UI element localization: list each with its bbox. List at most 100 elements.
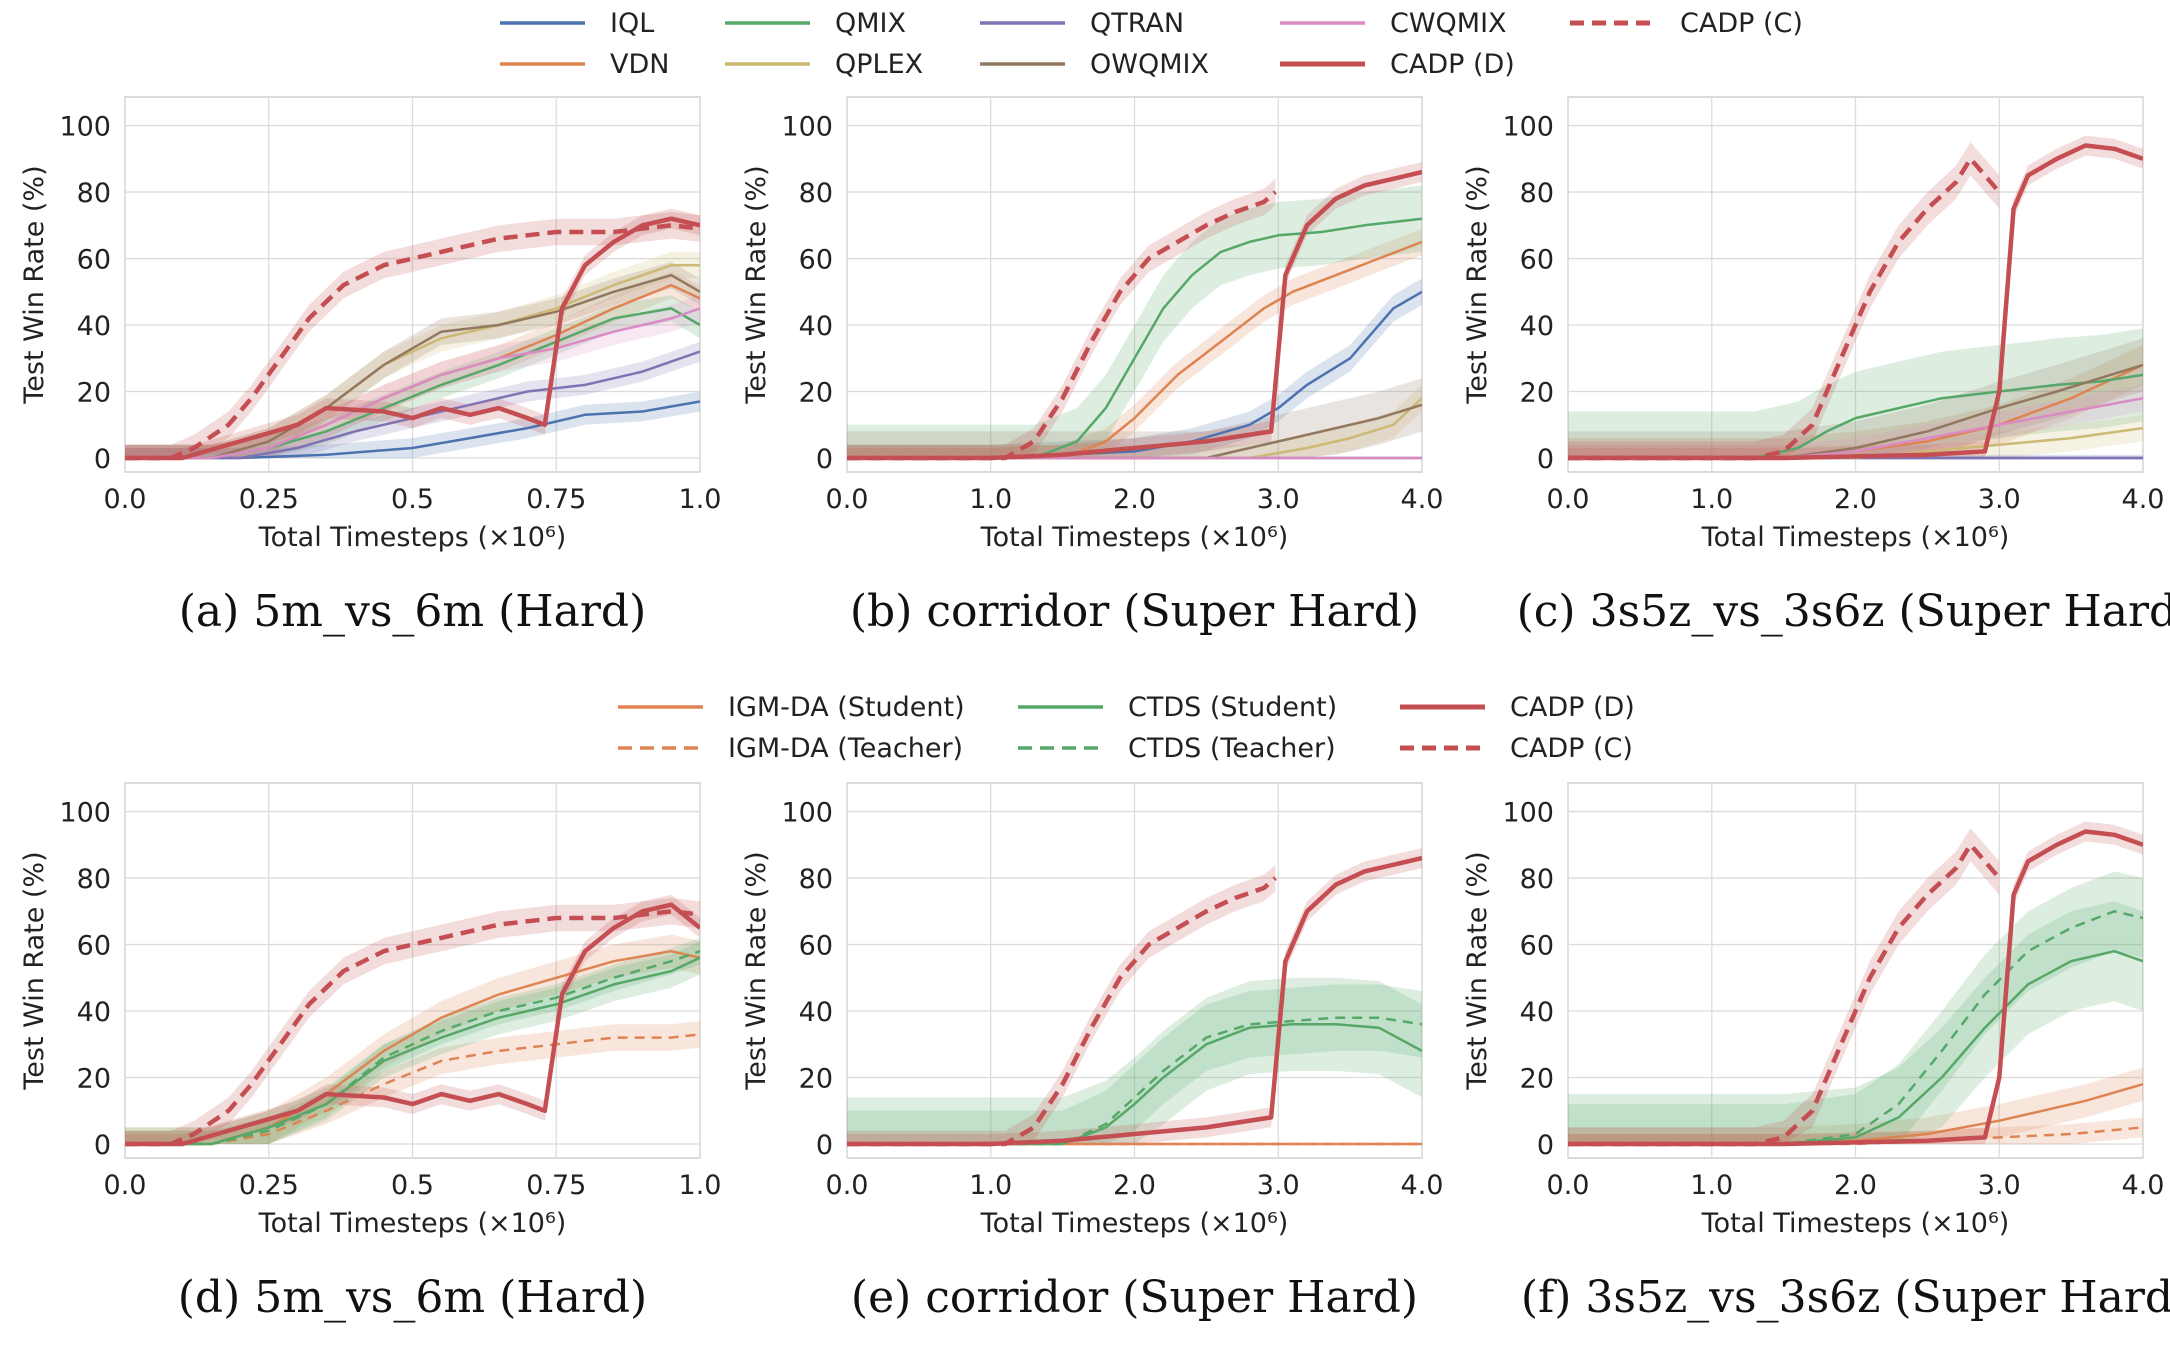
x-tick-label: 3.0: [1978, 484, 2021, 515]
series-layer: [1568, 821, 2143, 1147]
y-tick-label: 0: [94, 1130, 111, 1161]
y-tick-label: 20: [1520, 1064, 1554, 1095]
band-owqmix: [1568, 338, 2143, 458]
y-tick-label: 0: [816, 1130, 833, 1161]
series-line-ctds-teacher: [847, 1016, 1422, 1146]
y-tick-label: 0: [1537, 444, 1554, 475]
x-tick-label: 0.0: [1547, 1170, 1590, 1201]
x-tick-label: 1.0: [679, 1170, 722, 1201]
legend-item-cadp-d: CADP (D): [1280, 49, 1515, 80]
series-layer: [847, 848, 1422, 1147]
chart-panel-5: 0.0 1.0 2.0 3.0 4.0 0 20 40 60 80 100 Total Timeste…: [741, 782, 1443, 1323]
series-line-qtran: [125, 350, 700, 460]
y-tick-label: 40: [799, 311, 833, 342]
y-tick-label: 20: [1520, 378, 1554, 409]
band-owqmix: [847, 378, 1422, 458]
chart-panel-3: 0.0 1.0 2.0 3.0 4.0 0 20 40 60 80 100 Total Timeste…: [1462, 96, 2170, 637]
y-tick-label: 40: [77, 311, 111, 342]
chart-panel-2: 0.0 1.0 2.0 3.0 4.0 0 20 40 60 80 100 Total Timeste…: [741, 96, 1444, 637]
legend-label: IGM-DA (Student): [728, 692, 965, 723]
legend-item-qmix: QMIX: [725, 8, 906, 39]
x-tick-label: 0.0: [826, 1170, 869, 1201]
legend-item-ctds-teacher: CTDS (Teacher): [1018, 733, 1336, 764]
y-axis-label: Test Win Rate (%): [1462, 165, 1493, 404]
legend-label: OWQMIX: [1090, 49, 1209, 80]
x-tick-label: 2.0: [1113, 1170, 1156, 1201]
series-line-qmix: [1568, 373, 2143, 460]
band-igm-da-student: [125, 934, 700, 1144]
y-tick-label: 100: [59, 798, 111, 829]
x-tick-label: 0.0: [826, 484, 869, 515]
x-tick-label: 4.0: [2122, 1170, 2165, 1201]
y-tick-label: 20: [799, 378, 833, 409]
y-tick-label: 20: [77, 378, 111, 409]
band-cadp-d: [125, 208, 700, 458]
legend-item-igm-da-student: IGM-DA (Student): [618, 692, 965, 723]
series-layer: [125, 894, 700, 1147]
y-tick-label: 80: [1520, 178, 1554, 209]
panels: 0.0 0.25 0.5 0.75 1.0 0 20 40 60 80 100 Total Times…: [19, 96, 2170, 1323]
series-line-cadp-c: [125, 223, 700, 461]
band-cadp-d: [847, 848, 1422, 1144]
series-line-cadp-d: [125, 216, 700, 461]
y-tick-label: 100: [781, 112, 833, 143]
series-layer: [125, 208, 700, 461]
panel-caption: (c) 3s5z_vs_3s6z (Super Hard): [1517, 586, 2170, 637]
y-axis-label: Test Win Rate (%): [741, 165, 772, 404]
x-axis-label: Total Timesteps (×10⁶): [1701, 522, 2010, 553]
legend-item-iql: IQL: [500, 8, 654, 39]
band-cadp-c: [1568, 142, 2000, 458]
legend-label: CTDS (Teacher): [1128, 733, 1336, 764]
series-line-cadp-d: [1568, 143, 2143, 461]
x-tick-label: 3.0: [1978, 1170, 2021, 1201]
chart-panel-6: 0.0 1.0 2.0 3.0 4.0 0 20 40 60 80 100 Total Timeste…: [1462, 782, 2170, 1323]
legend-item-ctds-student: CTDS (Student): [1018, 692, 1337, 723]
band-igm-da-student: [1568, 1067, 2143, 1144]
y-tick-label: 80: [799, 178, 833, 209]
x-axis-label: Total Timesteps (×10⁶): [1701, 1208, 2010, 1239]
x-tick-label: 4.0: [2122, 484, 2165, 515]
y-tick-label: 100: [781, 798, 833, 829]
y-axis-label: Test Win Rate (%): [741, 851, 772, 1090]
band-qmix: [847, 185, 1422, 458]
series-line-cadp-c: [1568, 842, 2002, 1147]
x-axis-label: Total Timesteps (×10⁶): [980, 522, 1289, 553]
band-vdn: [847, 228, 1422, 458]
y-tick-label: 100: [1502, 798, 1554, 829]
y-tick-label: 100: [1502, 112, 1554, 143]
x-tick-label: 2.0: [1834, 484, 1877, 515]
legend-label: CWQMIX: [1390, 8, 1507, 39]
x-axis-label: Total Timesteps (×10⁶): [980, 1208, 1289, 1239]
band-vdn: [1568, 345, 2143, 458]
y-tick-label: 20: [77, 1064, 111, 1095]
legend-item-vdn: VDN: [500, 49, 669, 80]
x-tick-label: 1.0: [969, 1170, 1012, 1201]
band-qplex: [1568, 414, 2143, 458]
series-line-qmix: [847, 217, 1422, 460]
x-tick-label: 4.0: [1401, 484, 1444, 515]
x-axis-label: Total Timesteps (×10⁶): [258, 522, 567, 553]
band-iql: [125, 391, 700, 458]
y-tick-label: 60: [77, 245, 111, 276]
y-tick-label: 80: [1520, 864, 1554, 895]
legend-bottom: IGM-DA (Student) CTDS (Student) CADP (D) IG…: [618, 692, 1635, 764]
series-line-ctds-teacher: [1568, 910, 2143, 1146]
legend-item-cadp-c: CADP (C): [1400, 733, 1633, 764]
band-cadp-d: [847, 162, 1422, 458]
legend-label: CADP (C): [1680, 8, 1803, 39]
x-tick-label: 0.0: [104, 484, 147, 515]
series-line-ctds-teacher: [125, 950, 700, 1146]
y-tick-label: 0: [816, 444, 833, 475]
y-tick-label: 40: [1520, 997, 1554, 1028]
legend-item-qplex: QPLEX: [725, 49, 923, 80]
x-tick-label: 0.5: [391, 1170, 434, 1201]
y-tick-label: 60: [77, 931, 111, 962]
series-layer: [847, 162, 1422, 461]
y-tick-label: 100: [59, 112, 111, 143]
series-line-ctds-student: [1568, 949, 2143, 1146]
series-line-owqmix: [125, 273, 700, 460]
y-axis-label: Test Win Rate (%): [19, 165, 50, 404]
band-ctds-student: [125, 941, 700, 1144]
panel-caption: (d) 5m_vs_6m (Hard): [178, 1272, 647, 1323]
y-tick-label: 80: [77, 864, 111, 895]
